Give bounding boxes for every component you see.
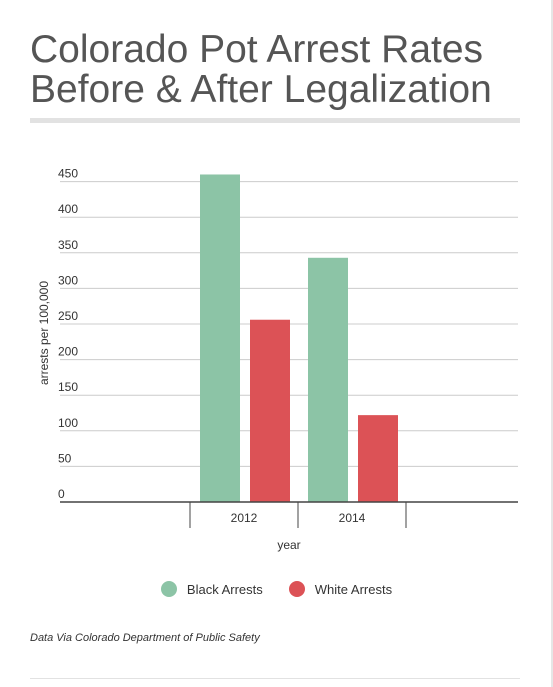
legend-item-white-arrests: White Arrests [288,581,393,597]
bar-white-arrests-2012 [250,319,290,502]
legend-label-white-arrests: White Arrests [314,581,393,597]
y-tick-label-100: 100 [58,416,78,430]
legend: Black Arrests White Arrests [0,578,553,600]
y-tick-label-400: 400 [58,202,78,216]
y-tick-label-150: 150 [58,380,78,394]
x-axis [60,501,518,528]
bars [200,174,398,503]
bar-chart: 0 50 100 150 200 250 300 350 400 450 2012 2014 arr… [37,167,518,552]
y-tick-label-300: 300 [58,273,78,287]
y-axis-ticks: 0 50 100 150 200 250 300 350 400 450 [58,167,78,501]
bar-black-arrests-2014 [308,257,348,502]
legend-swatch-black-arrests [160,581,177,597]
y-tick-label-350: 350 [58,238,78,252]
x-tick-label-2014: 2014 [339,511,366,525]
legend-label-black-arrests: Black Arrests [186,581,263,597]
y-tick-label-200: 200 [58,345,78,359]
legend-swatch-white-arrests [288,581,305,597]
gridlines [60,181,518,467]
chart-title: Colorado Pot Arrest Rates Before & After… [30,30,530,110]
y-tick-label-0: 0 [58,487,65,501]
bar-black-arrests-2012 [200,174,240,503]
y-tick-label-50: 50 [58,451,72,465]
x-axis-ticks: 2012 2014 [231,511,366,525]
y-axis-label: arrests per 100,000 [37,281,51,385]
bottom-divider [30,678,520,679]
chart-title-line-2: Before & After Legalization [30,68,492,111]
x-axis-label: year [277,538,300,552]
x-tick-label-2012: 2012 [231,511,258,525]
bar-white-arrests-2014 [358,415,398,502]
y-tick-label-250: 250 [58,309,78,323]
y-tick-label-450: 450 [58,167,78,181]
source-note: Data Via Colorado Department of Public S… [30,632,260,644]
chart-title-line-1: Colorado Pot Arrest Rates [30,28,484,71]
frame-edge [551,0,553,687]
title-divider [30,118,520,123]
legend-item-black-arrests: Black Arrests [160,581,263,597]
